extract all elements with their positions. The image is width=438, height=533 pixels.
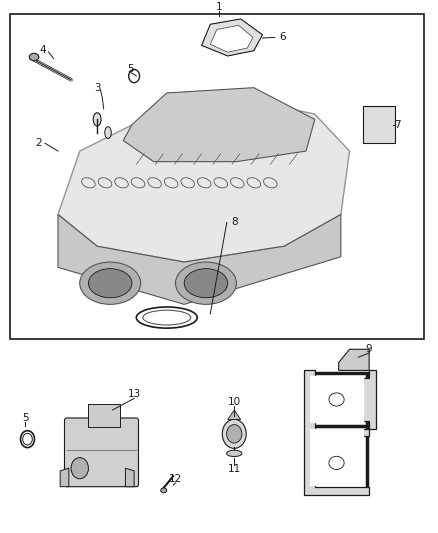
Ellipse shape (184, 269, 228, 298)
Ellipse shape (93, 113, 101, 126)
Ellipse shape (161, 488, 167, 493)
Ellipse shape (214, 177, 228, 188)
Ellipse shape (181, 177, 194, 188)
Polygon shape (201, 19, 262, 56)
Ellipse shape (226, 425, 242, 443)
Ellipse shape (23, 433, 32, 445)
Ellipse shape (164, 177, 178, 188)
Text: 1: 1 (215, 2, 223, 12)
Ellipse shape (247, 177, 261, 188)
Text: 12: 12 (169, 474, 182, 484)
Ellipse shape (230, 177, 244, 188)
Ellipse shape (143, 310, 191, 325)
Text: 8: 8 (231, 217, 237, 228)
Polygon shape (228, 410, 241, 419)
Text: 5: 5 (127, 63, 134, 74)
Ellipse shape (329, 393, 344, 406)
Ellipse shape (198, 177, 211, 188)
FancyBboxPatch shape (363, 106, 395, 143)
Text: 7: 7 (394, 120, 401, 130)
Polygon shape (123, 87, 315, 161)
Ellipse shape (29, 53, 39, 61)
Ellipse shape (81, 177, 95, 188)
Ellipse shape (148, 177, 161, 188)
Ellipse shape (98, 177, 112, 188)
Polygon shape (304, 370, 376, 495)
Ellipse shape (136, 307, 197, 328)
Polygon shape (339, 349, 369, 370)
Ellipse shape (71, 458, 88, 479)
Polygon shape (58, 214, 341, 304)
Text: 11: 11 (228, 464, 241, 474)
Ellipse shape (88, 269, 132, 298)
FancyBboxPatch shape (64, 418, 138, 487)
Ellipse shape (264, 177, 277, 188)
Text: 4: 4 (39, 45, 46, 54)
Ellipse shape (115, 177, 128, 188)
Text: 13: 13 (127, 389, 141, 399)
Text: 9: 9 (366, 344, 372, 354)
FancyBboxPatch shape (88, 403, 120, 427)
Polygon shape (125, 468, 134, 487)
Polygon shape (210, 25, 253, 52)
Text: 2: 2 (35, 138, 42, 148)
Ellipse shape (176, 262, 237, 304)
Ellipse shape (80, 262, 141, 304)
Text: 6: 6 (279, 33, 286, 43)
Polygon shape (58, 98, 350, 262)
Ellipse shape (129, 69, 140, 83)
FancyBboxPatch shape (10, 14, 424, 338)
Ellipse shape (226, 450, 242, 457)
Text: 10: 10 (228, 397, 241, 407)
Text: 5: 5 (22, 413, 28, 423)
Text: 3: 3 (94, 83, 100, 93)
Polygon shape (60, 468, 69, 487)
Ellipse shape (131, 177, 145, 188)
Ellipse shape (329, 456, 344, 470)
Ellipse shape (105, 127, 111, 139)
Ellipse shape (21, 431, 35, 448)
Ellipse shape (222, 419, 246, 448)
